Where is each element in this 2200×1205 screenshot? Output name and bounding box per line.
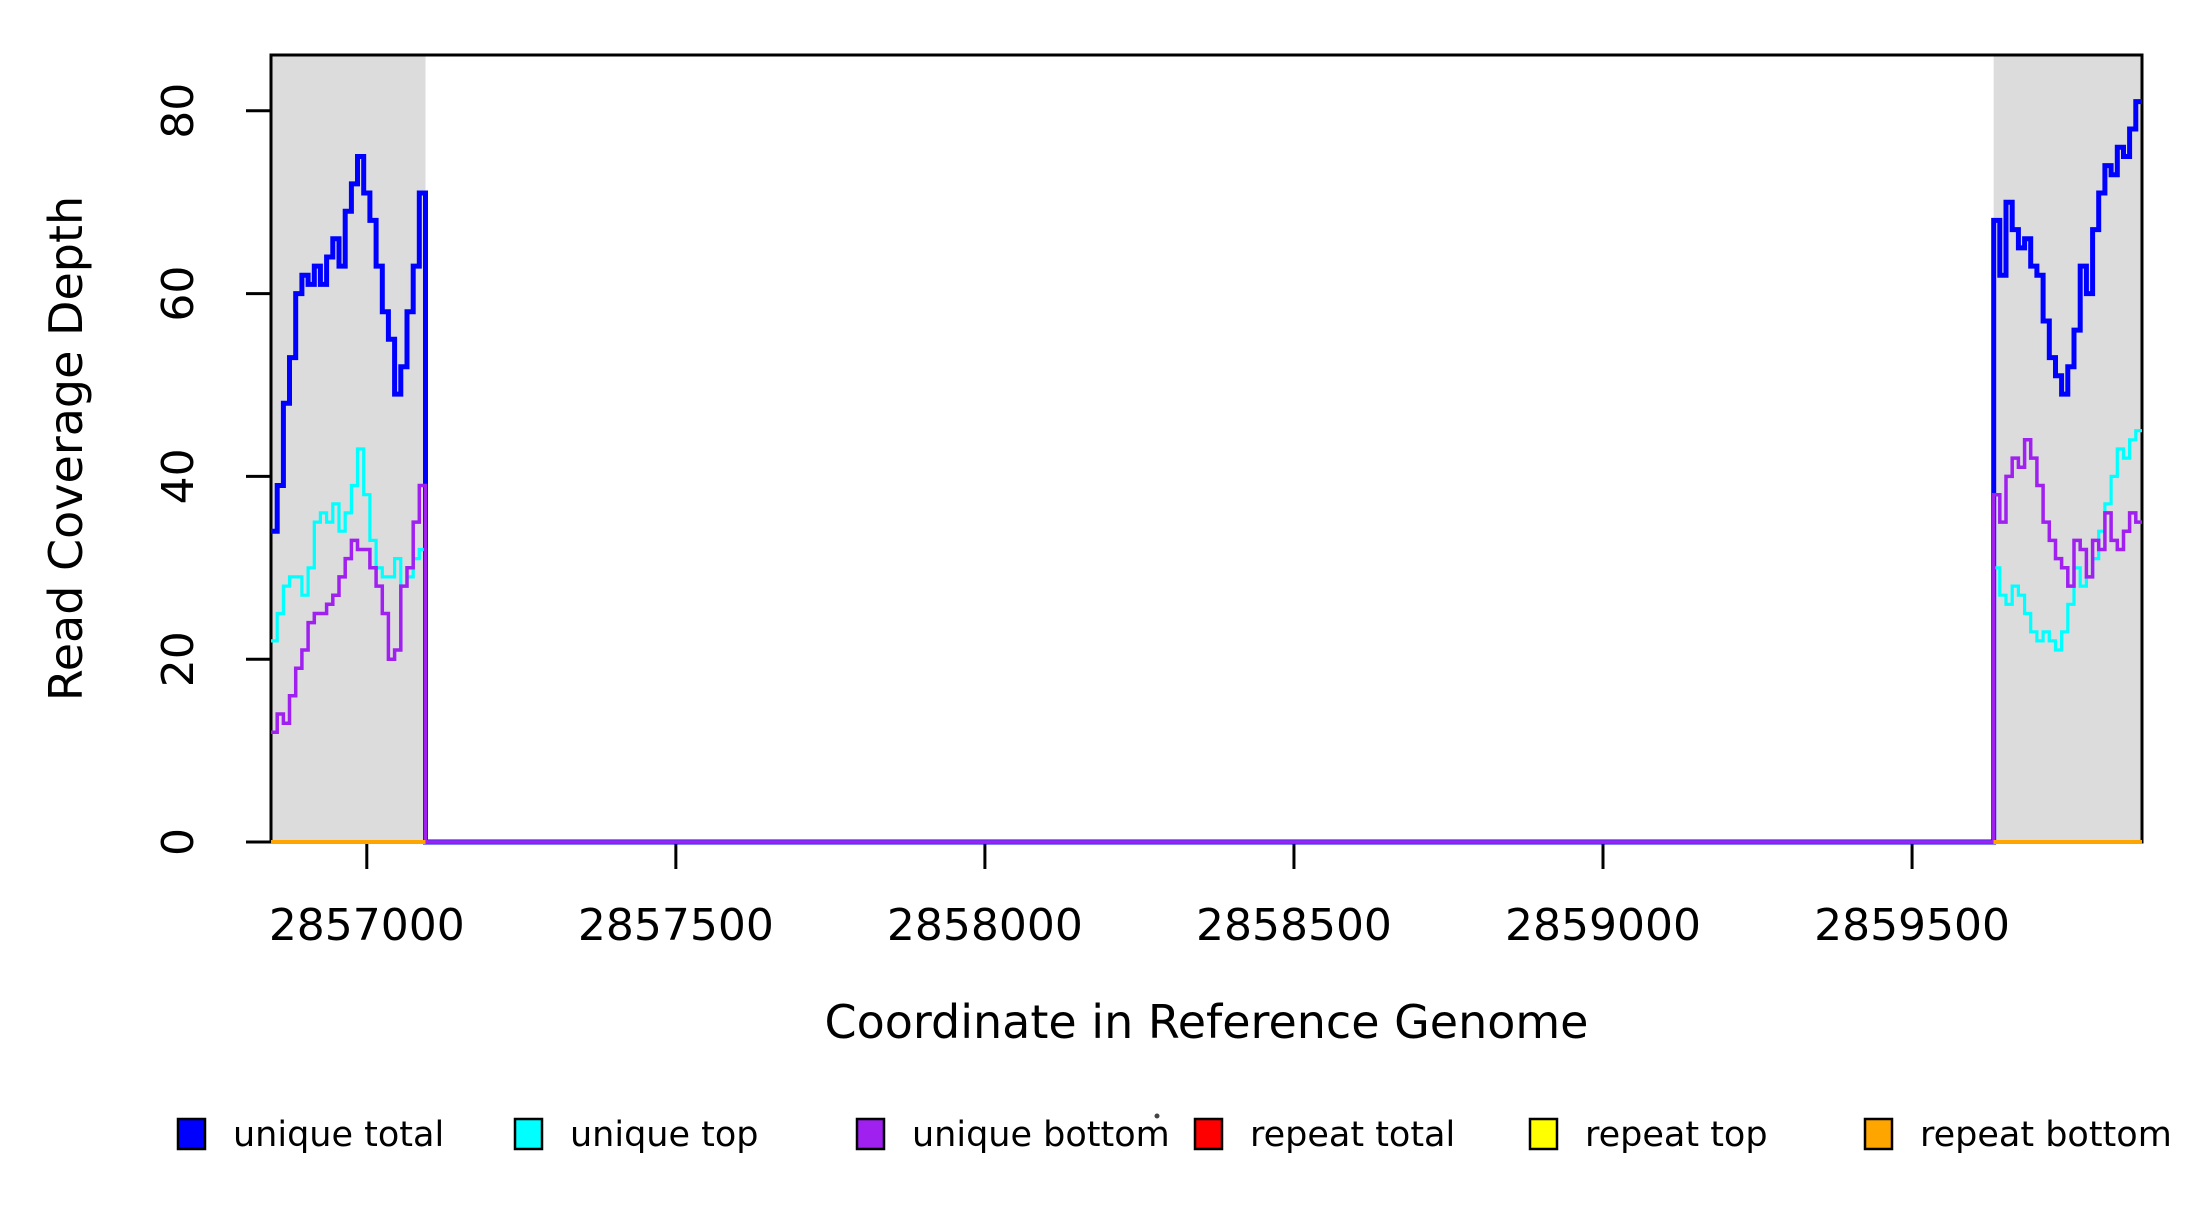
x-axis-label: Coordinate in Reference Genome <box>825 995 1589 1049</box>
stray-dot <box>1154 1113 1160 1119</box>
legend-label-unique-bottom: unique bottom <box>912 1115 1170 1155</box>
y-axis-label: Read Coverage Depth <box>39 196 93 701</box>
x-tick-label: 2858500 <box>1196 900 1392 951</box>
legend-swatch-repeat-bottom <box>1863 1117 1894 1151</box>
legend-swatch-unique-bottom <box>855 1117 886 1151</box>
y-tick-label: 40 <box>153 448 204 504</box>
x-tick-label: 2857000 <box>269 900 465 951</box>
y-tick-label: 80 <box>153 83 204 139</box>
flank-shading <box>271 55 426 842</box>
legend-swatch-unique-top <box>513 1117 544 1151</box>
x-tick-label: 2857500 <box>578 900 774 951</box>
legend-label-repeat-top: repeat top <box>1585 1115 1768 1155</box>
x-tick-label: 2858000 <box>887 900 1083 951</box>
x-tick-label: 2859500 <box>1814 900 2010 951</box>
legend-label-repeat-total: repeat total <box>1250 1115 1455 1155</box>
y-tick-label: 60 <box>153 266 204 322</box>
legend-label-unique-total: unique total <box>233 1115 444 1155</box>
series-unique-bottom <box>271 438 2142 844</box>
y-tick-label: 0 <box>153 828 204 856</box>
legend-label-unique-top: unique top <box>570 1115 759 1155</box>
x-tick-label: 2859000 <box>1505 900 1701 951</box>
legend-swatch-repeat-total <box>1193 1117 1224 1151</box>
legend-swatch-repeat-top <box>1528 1117 1559 1151</box>
y-tick-label: 20 <box>153 631 204 687</box>
legend-label-repeat-bottom: repeat bottom <box>1920 1115 2172 1155</box>
legend-swatch-unique-total <box>176 1117 207 1151</box>
